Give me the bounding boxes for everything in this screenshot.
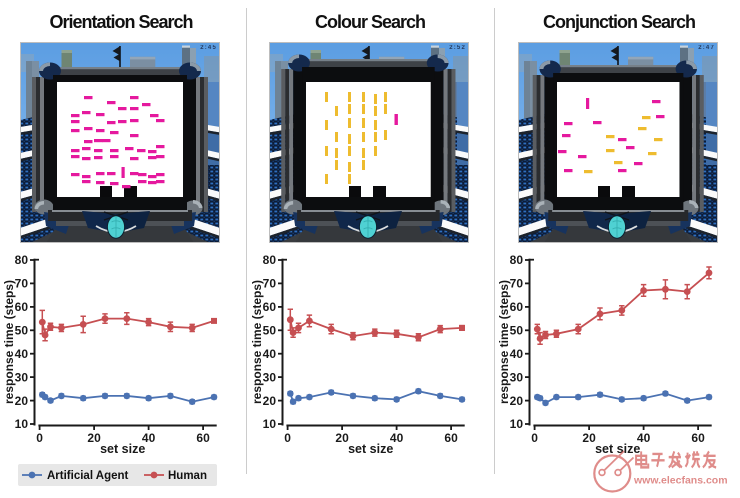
svg-text:80: 80: [509, 253, 523, 267]
svg-text:30: 30: [15, 370, 29, 384]
svg-text:20: 20: [87, 431, 101, 445]
svg-text:80: 80: [15, 253, 29, 267]
svg-text:60: 60: [691, 431, 705, 445]
svg-text:30: 30: [262, 370, 276, 384]
svg-text:20: 20: [582, 431, 596, 445]
svg-text:10: 10: [509, 417, 523, 431]
svg-text:50: 50: [15, 324, 29, 338]
svg-text:20: 20: [509, 394, 523, 408]
svg-text:2:52: 2:52: [449, 45, 466, 51]
svg-text:40: 40: [636, 431, 650, 445]
svg-text:60: 60: [509, 300, 523, 314]
svg-text:response time (steps): response time (steps): [497, 280, 511, 404]
svg-text:80: 80: [262, 253, 276, 267]
svg-text:60: 60: [196, 431, 210, 445]
svg-text:set size: set size: [595, 442, 640, 456]
svg-text:70: 70: [509, 277, 523, 291]
svg-text:0: 0: [284, 431, 291, 445]
svg-text:www.elecfans.com: www.elecfans.com: [633, 475, 728, 487]
svg-text:40: 40: [389, 431, 403, 445]
svg-text:40: 40: [509, 347, 523, 361]
svg-text:response time (steps): response time (steps): [2, 280, 16, 404]
svg-text:10: 10: [15, 417, 29, 431]
svg-text:40: 40: [142, 431, 156, 445]
svg-text:Human: Human: [168, 470, 207, 482]
svg-text:set size: set size: [100, 442, 145, 456]
svg-text:response time (steps): response time (steps): [250, 280, 264, 404]
svg-text:30: 30: [509, 370, 523, 384]
svg-text:20: 20: [335, 431, 349, 445]
svg-text:40: 40: [262, 347, 276, 361]
svg-text:Artificial Agent: Artificial Agent: [47, 470, 129, 482]
svg-text:50: 50: [509, 324, 523, 338]
svg-text:0: 0: [36, 431, 43, 445]
svg-text:50: 50: [262, 324, 276, 338]
svg-text:20: 20: [262, 394, 276, 408]
svg-text:20: 20: [15, 394, 29, 408]
svg-text:60: 60: [262, 300, 276, 314]
svg-text:0: 0: [531, 431, 538, 445]
svg-text:40: 40: [15, 347, 29, 361]
svg-text:set size: set size: [348, 442, 393, 456]
svg-text:10: 10: [262, 417, 276, 431]
svg-text:70: 70: [262, 277, 276, 291]
svg-text:70: 70: [15, 277, 29, 291]
svg-text:2:47: 2:47: [698, 45, 715, 51]
svg-text:2:45: 2:45: [200, 45, 217, 51]
svg-text:60: 60: [15, 300, 29, 314]
svg-text:60: 60: [444, 431, 458, 445]
